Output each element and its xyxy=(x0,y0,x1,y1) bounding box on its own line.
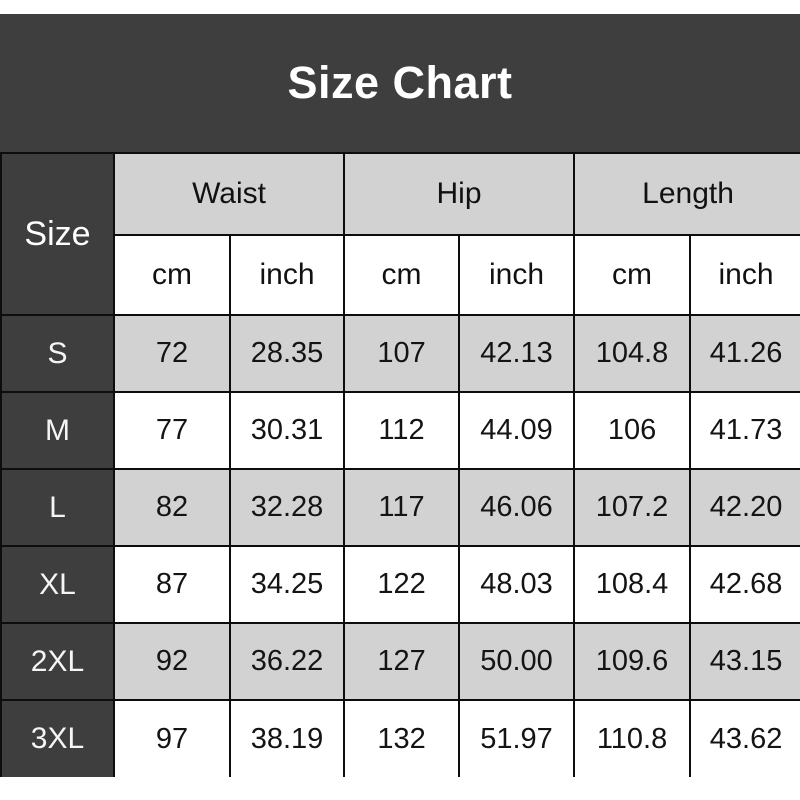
row-size-label: M xyxy=(0,391,115,470)
table-row-2xl: 2XL 92 36.22 127 50.00 109.6 43.15 xyxy=(0,622,800,701)
waist-cm-value: 82 xyxy=(113,468,231,547)
hip-inch-value: 48.03 xyxy=(458,545,576,624)
unit-header-row: cm inch cm inch cm inch xyxy=(1,234,800,316)
hip-inch-value: 46.06 xyxy=(458,468,576,547)
row-size-label: 2XL xyxy=(0,622,115,701)
page-title: Size Chart xyxy=(287,57,513,108)
length-inch-value: 41.26 xyxy=(689,314,800,393)
table-row-3xl: 3XL 97 38.19 132 51.97 110.8 43.62 xyxy=(0,699,800,777)
table-row-xl: XL 87 34.25 122 48.03 108.4 42.68 xyxy=(0,545,800,624)
row-size-label: 3XL xyxy=(0,699,115,777)
hip-group-header: Hip xyxy=(343,152,576,236)
row-size-label: S xyxy=(0,314,115,393)
title-band: Size Chart xyxy=(0,14,800,152)
table-row-l: L 82 32.28 117 46.06 107.2 42.20 xyxy=(0,468,800,547)
length-inch-header: inch xyxy=(689,234,800,316)
waist-cm-value: 92 xyxy=(113,622,231,701)
length-cm-header: cm xyxy=(573,234,692,316)
length-cm-value: 104.8 xyxy=(573,314,692,393)
row-size-label: L xyxy=(0,468,115,547)
waist-cm-value: 72 xyxy=(113,314,231,393)
length-cm-value: 106 xyxy=(573,391,692,470)
hip-cm-header: cm xyxy=(343,234,461,316)
hip-cm-value: 122 xyxy=(343,545,461,624)
length-cm-value: 109.6 xyxy=(573,622,692,701)
waist-cm-value: 97 xyxy=(113,699,231,777)
hip-inch-header: inch xyxy=(458,234,576,316)
size-column-header: Size xyxy=(0,152,115,316)
length-inch-value: 43.15 xyxy=(689,622,800,701)
length-inch-value: 43.62 xyxy=(689,699,800,777)
waist-cm-value: 87 xyxy=(113,545,231,624)
waist-group-header: Waist xyxy=(112,152,346,236)
table-row-s: S 72 28.35 107 42.13 104.8 41.26 xyxy=(0,314,800,393)
hip-cm-value: 127 xyxy=(343,622,461,701)
waist-inch-value: 38.19 xyxy=(228,699,346,777)
hip-inch-value: 42.13 xyxy=(458,314,576,393)
hip-inch-value: 51.97 xyxy=(458,699,576,777)
waist-inch-value: 30.31 xyxy=(228,391,346,470)
length-inch-value: 42.20 xyxy=(689,468,800,547)
waist-inch-value: 34.25 xyxy=(228,545,346,624)
length-group-header: Length xyxy=(573,152,800,236)
hip-cm-value: 112 xyxy=(343,391,461,470)
top-white-strip xyxy=(0,0,800,14)
waist-cm-header: cm xyxy=(113,234,231,316)
waist-inch-value: 28.35 xyxy=(228,314,346,393)
row-size-label: XL xyxy=(0,545,115,624)
waist-inch-value: 36.22 xyxy=(228,622,346,701)
length-cm-value: 110.8 xyxy=(573,699,692,777)
hip-inch-value: 44.09 xyxy=(458,391,576,470)
measurement-group-header-row: Size Waist Hip Length xyxy=(0,152,800,316)
hip-cm-value: 107 xyxy=(343,314,461,393)
length-inch-value: 41.73 xyxy=(689,391,800,470)
size-chart-table: Size Waist Hip Length cm inch cm inch cm… xyxy=(0,152,800,777)
length-inch-value: 42.68 xyxy=(689,545,800,624)
length-cm-value: 107.2 xyxy=(573,468,692,547)
table-row-m: M 77 30.31 112 44.09 106 41.73 xyxy=(0,391,800,470)
length-cm-value: 108.4 xyxy=(573,545,692,624)
waist-cm-value: 77 xyxy=(113,391,231,470)
hip-inch-value: 50.00 xyxy=(458,622,576,701)
hip-cm-value: 117 xyxy=(343,468,461,547)
waist-inch-value: 32.28 xyxy=(228,468,346,547)
hip-cm-value: 132 xyxy=(343,699,461,777)
waist-inch-header: inch xyxy=(228,234,346,316)
